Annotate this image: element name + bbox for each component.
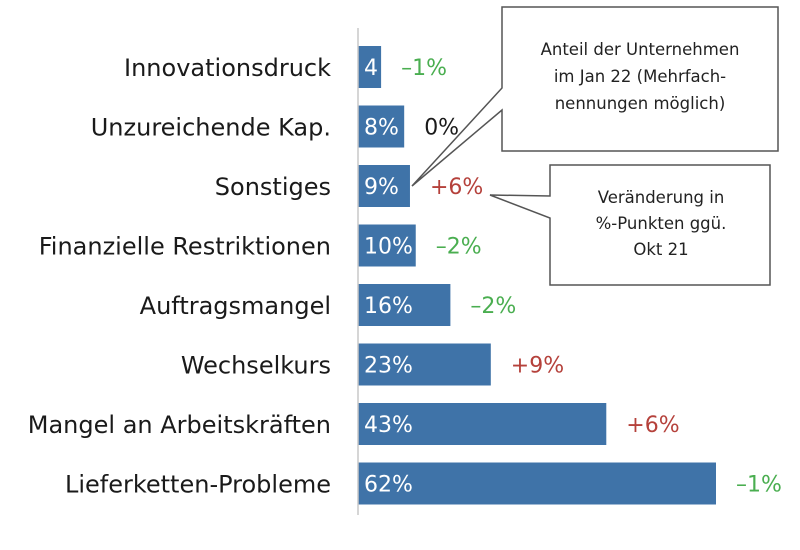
category-label-2: Unzureichende Kap. xyxy=(91,114,331,142)
category-label-3: Sonstiges xyxy=(215,173,331,201)
value-label-6: 23% xyxy=(364,354,413,379)
value-label-7: 43% xyxy=(364,413,413,438)
value-label-5: 16% xyxy=(364,294,413,319)
category-label-5: Auftragsmangel xyxy=(140,292,331,320)
bar-8 xyxy=(358,462,716,505)
category-label-1: Innovationsdruck xyxy=(124,54,331,82)
bar-2 xyxy=(358,105,405,148)
bar-7 xyxy=(358,403,607,445)
value-label-4: 10% xyxy=(364,235,413,260)
callouts-layer: Anteil der Unternehmen im Jan 22 (Mehrfac… xyxy=(411,6,779,286)
bar-4 xyxy=(358,224,416,267)
callout-change-box xyxy=(489,164,771,286)
change-label-4: –2% xyxy=(436,235,482,260)
change-label-1: –1% xyxy=(401,56,447,81)
callout-change-line-1: Veränderung in xyxy=(598,188,725,207)
value-label-3: 9% xyxy=(364,175,399,200)
category-label-4: Finanzielle Restriktionen xyxy=(39,233,331,261)
callout-share-line-2: im Jan 22 (Mehrfach- xyxy=(554,67,726,86)
value-label-2: 8% xyxy=(364,116,399,141)
category-label-6: Wechselkurs xyxy=(181,352,331,380)
category-label-8: Lieferketten-Probleme xyxy=(65,471,331,499)
value-label-1: 4 xyxy=(364,56,378,81)
change-label-2: 0% xyxy=(424,116,459,141)
bar-6 xyxy=(358,343,491,386)
bar-1 xyxy=(358,46,382,88)
category-label-7: Mangel an Arbeitskräften xyxy=(28,411,331,439)
change-label-7: +6% xyxy=(626,413,679,438)
callout-share-box xyxy=(411,6,779,187)
callout-change-line-2: %-Punkten ggü. xyxy=(596,214,727,233)
bars-layer: Innovationsdruck 4 –1% Unzureichende Kap. 8%… xyxy=(28,46,782,505)
change-label-5: –2% xyxy=(470,294,516,319)
change-label-8: –1% xyxy=(736,473,782,498)
callout-share-line-3: nennungen möglich) xyxy=(555,94,726,113)
callout-change-line-3: Okt 21 xyxy=(633,240,688,259)
change-label-6: +9% xyxy=(511,354,564,379)
bar-3 xyxy=(358,165,410,207)
bar-5 xyxy=(358,284,451,326)
callout-share-line-1: Anteil der Unternehmen xyxy=(541,40,740,59)
value-label-8: 62% xyxy=(364,473,413,498)
change-label-3: +6% xyxy=(430,175,483,200)
